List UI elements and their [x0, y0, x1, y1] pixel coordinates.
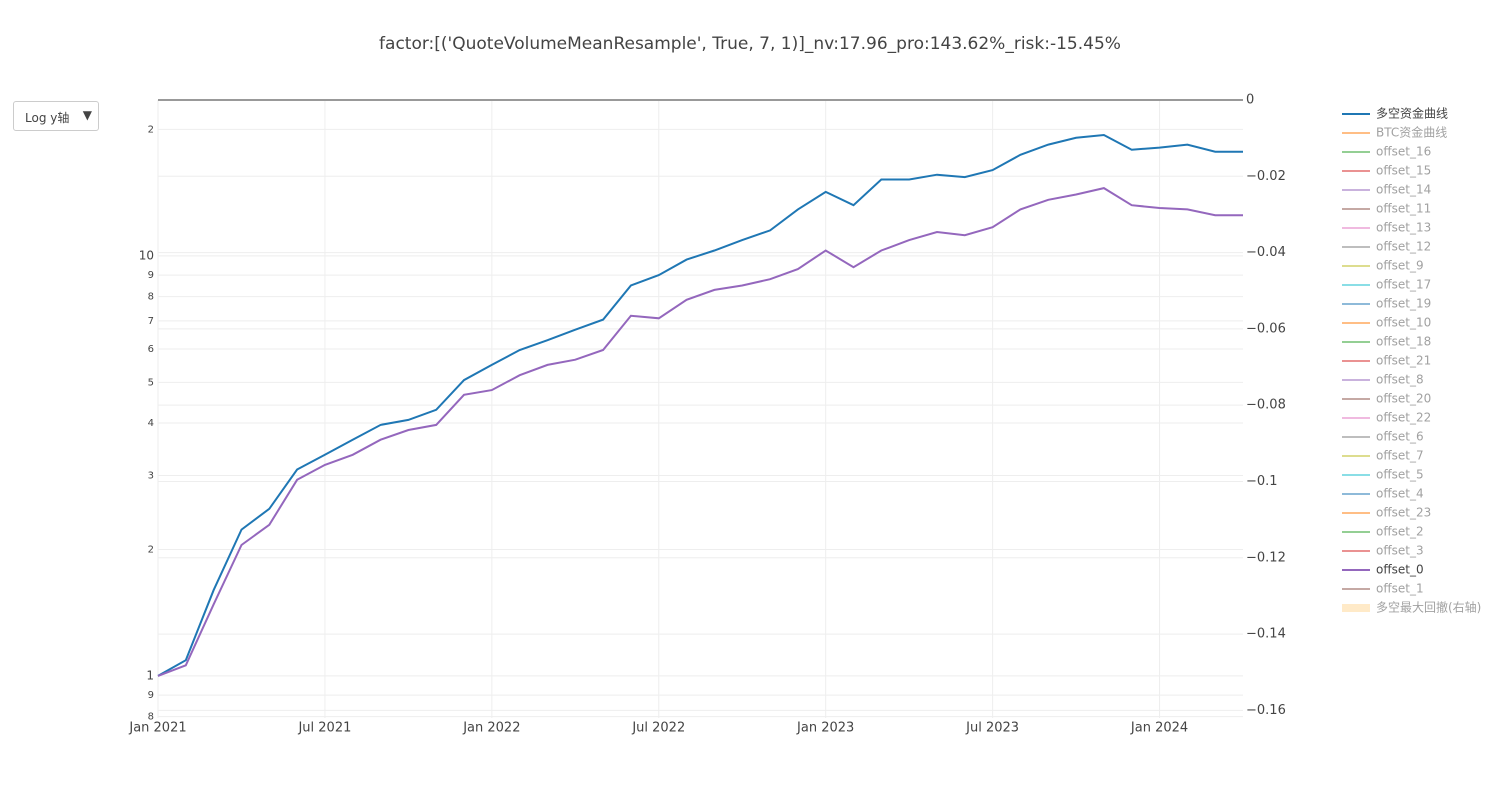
legend-label[interactable]: BTC资金曲线 — [1376, 125, 1447, 140]
y-tick-label: 6 — [148, 344, 154, 355]
legend-label[interactable]: offset_0 — [1376, 563, 1424, 577]
legend-label[interactable]: offset_1 — [1376, 582, 1424, 596]
x-tick-label: Jul 2022 — [631, 721, 685, 736]
series-line — [157, 133, 1243, 677]
legend-label[interactable]: offset_12 — [1376, 240, 1431, 254]
legend-label[interactable]: offset_7 — [1376, 449, 1424, 463]
y-tick-label: 5 — [148, 377, 154, 388]
y-tick-label: 8 — [148, 292, 154, 303]
x-tick-label: Jan 2022 — [462, 721, 520, 736]
legend-label[interactable]: offset_20 — [1376, 392, 1431, 406]
legend-label[interactable]: offset_22 — [1376, 411, 1431, 425]
series-line — [157, 187, 1243, 677]
x-tick-label: Jan 2021 — [128, 721, 186, 736]
y2-tick-label: −0.16 — [1246, 703, 1286, 718]
legend-label[interactable]: offset_4 — [1376, 487, 1424, 501]
y-tick-label: 10 — [139, 248, 154, 262]
legend-label[interactable]: offset_13 — [1376, 221, 1431, 235]
chart-title: factor:[('QuoteVolumeMeanResample', True… — [379, 34, 1121, 54]
y2-tick-label: −0.04 — [1246, 245, 1286, 260]
legend-label[interactable]: offset_6 — [1376, 430, 1424, 444]
legend-label[interactable]: offset_18 — [1376, 335, 1431, 349]
y-tick-label: 1 — [146, 668, 154, 682]
legend-label[interactable]: offset_17 — [1376, 278, 1431, 292]
legend-label[interactable]: offset_2 — [1376, 525, 1424, 539]
y2-tick-label: −0.06 — [1246, 321, 1286, 336]
legend-label[interactable]: offset_15 — [1376, 164, 1431, 178]
y2-tick-label: 0 — [1246, 93, 1254, 108]
legend-label[interactable]: offset_19 — [1376, 297, 1431, 311]
y2-tick-label: −0.02 — [1246, 169, 1286, 184]
y-tick-label: 2 — [148, 124, 154, 135]
y-tick-label: 4 — [148, 418, 154, 429]
legend-label[interactable]: offset_10 — [1376, 316, 1431, 330]
dropdown-label: Log y轴 — [25, 111, 70, 125]
legend-label[interactable]: offset_3 — [1376, 544, 1424, 558]
legend-label[interactable]: 多空最大回撤(右轴) — [1376, 600, 1481, 615]
legend-label[interactable]: offset_14 — [1376, 183, 1431, 197]
legend-label[interactable]: offset_5 — [1376, 468, 1424, 482]
y2-tick-label: −0.1 — [1246, 474, 1278, 489]
legend-label[interactable]: offset_21 — [1376, 354, 1431, 368]
y-tick-label: 2 — [148, 544, 154, 555]
y2-tick-label: −0.14 — [1246, 627, 1286, 642]
dropdown-arrow: ▼ — [82, 108, 92, 122]
log-dropdown[interactable]: Log y轴 ▼ — [13, 101, 99, 131]
legend-label[interactable]: offset_11 — [1376, 202, 1431, 216]
y-tick-label: 9 — [148, 270, 154, 281]
legend-label[interactable]: 多空资金曲线 — [1376, 106, 1448, 121]
y2-tick-label: −0.12 — [1246, 550, 1286, 565]
y-tick-label: 3 — [148, 471, 154, 482]
x-tick-label: Jul 2023 — [965, 721, 1019, 736]
y-tick-label: 8 — [148, 712, 154, 723]
legend-swatch — [1342, 604, 1370, 612]
legend-label[interactable]: offset_9 — [1376, 259, 1424, 273]
y2-tick-label: −0.08 — [1246, 398, 1286, 413]
x-tick-label: Jan 2024 — [1130, 721, 1188, 736]
legend-label[interactable]: offset_8 — [1376, 373, 1424, 387]
y-tick-label: 7 — [148, 316, 154, 327]
y-tick-label: 9 — [148, 690, 154, 701]
legend-label[interactable]: offset_23 — [1376, 506, 1431, 520]
legend-label[interactable]: offset_16 — [1376, 145, 1431, 159]
x-tick-label: Jan 2023 — [796, 721, 854, 736]
x-tick-label: Jul 2021 — [297, 721, 351, 736]
